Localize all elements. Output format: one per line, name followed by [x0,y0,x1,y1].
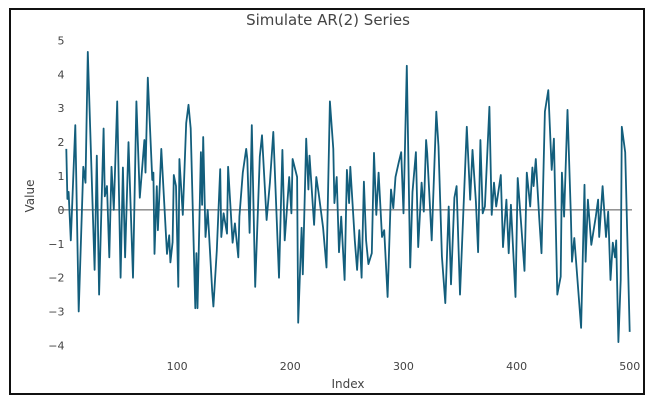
y-tick-label: −1 [48,238,64,251]
x-tick-label: 200 [280,360,301,373]
y-tick-label: 5 [58,34,65,47]
y-tick-label: 1 [58,170,65,183]
x-tick-label: 400 [506,360,527,373]
y-tick-label: −2 [48,272,64,285]
y-axis-label: Value [23,180,37,213]
chart-frame [9,8,645,395]
series-line [65,51,631,343]
y-tick-label: 2 [58,136,65,149]
x-axis-label: Index [331,377,364,391]
y-tick-label: −3 [48,306,64,319]
y-tick-label: −4 [48,339,64,352]
chart-title: Simulate AR(2) Series [246,11,410,29]
y-tick-label: 4 [58,68,65,81]
x-tick-label: 500 [619,360,640,373]
x-tick-label: 300 [393,360,414,373]
x-tick-label: 100 [167,360,188,373]
y-tick-label: 3 [58,102,65,115]
